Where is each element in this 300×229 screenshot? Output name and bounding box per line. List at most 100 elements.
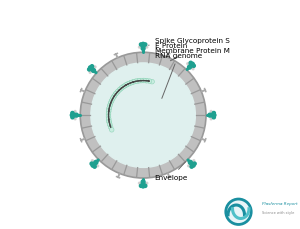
Circle shape bbox=[140, 46, 142, 48]
Circle shape bbox=[122, 85, 126, 89]
Circle shape bbox=[114, 92, 118, 97]
Circle shape bbox=[117, 88, 122, 93]
Circle shape bbox=[213, 114, 216, 117]
Circle shape bbox=[210, 119, 212, 120]
Circle shape bbox=[188, 66, 191, 70]
Circle shape bbox=[106, 118, 111, 122]
Circle shape bbox=[189, 62, 192, 65]
Circle shape bbox=[192, 69, 194, 71]
Circle shape bbox=[145, 79, 149, 84]
Circle shape bbox=[74, 119, 76, 120]
Circle shape bbox=[91, 64, 195, 168]
Text: E Protein: E Protein bbox=[154, 43, 187, 52]
Circle shape bbox=[121, 85, 126, 90]
Circle shape bbox=[141, 79, 146, 83]
Circle shape bbox=[226, 199, 251, 224]
Text: Envelope: Envelope bbox=[154, 162, 188, 180]
Circle shape bbox=[192, 65, 195, 68]
Circle shape bbox=[192, 67, 194, 69]
Circle shape bbox=[71, 116, 74, 119]
Text: Plasferma Report: Plasferma Report bbox=[262, 201, 298, 205]
Circle shape bbox=[111, 96, 115, 101]
Circle shape bbox=[108, 125, 113, 130]
Circle shape bbox=[74, 111, 76, 113]
Circle shape bbox=[110, 128, 114, 133]
Circle shape bbox=[208, 114, 212, 117]
Circle shape bbox=[109, 99, 114, 104]
Circle shape bbox=[80, 53, 206, 178]
Text: RNA genome: RNA genome bbox=[154, 53, 202, 99]
Circle shape bbox=[188, 161, 192, 165]
Circle shape bbox=[193, 160, 195, 162]
Circle shape bbox=[112, 95, 116, 99]
Text: Spike Glycoprotein S: Spike Glycoprotein S bbox=[148, 38, 230, 46]
Circle shape bbox=[107, 106, 112, 111]
Circle shape bbox=[193, 162, 196, 166]
Circle shape bbox=[191, 63, 194, 66]
Circle shape bbox=[90, 65, 94, 69]
Circle shape bbox=[108, 102, 113, 106]
Circle shape bbox=[144, 44, 147, 47]
Circle shape bbox=[88, 67, 92, 70]
Circle shape bbox=[212, 116, 215, 119]
Circle shape bbox=[97, 165, 99, 167]
Circle shape bbox=[139, 79, 144, 83]
Circle shape bbox=[113, 93, 118, 97]
Circle shape bbox=[189, 165, 191, 167]
Circle shape bbox=[106, 114, 111, 119]
Circle shape bbox=[106, 110, 111, 114]
Circle shape bbox=[119, 87, 123, 91]
Circle shape bbox=[211, 117, 213, 119]
Circle shape bbox=[146, 183, 148, 184]
Circle shape bbox=[89, 71, 91, 72]
Circle shape bbox=[188, 64, 190, 65]
Circle shape bbox=[147, 79, 152, 84]
Circle shape bbox=[106, 109, 111, 114]
Circle shape bbox=[73, 112, 75, 114]
Circle shape bbox=[93, 165, 96, 169]
Text: Science with style: Science with style bbox=[262, 210, 295, 214]
Circle shape bbox=[110, 97, 115, 101]
Circle shape bbox=[119, 86, 124, 91]
Circle shape bbox=[142, 185, 145, 188]
Circle shape bbox=[107, 107, 111, 112]
Circle shape bbox=[115, 90, 119, 95]
Circle shape bbox=[106, 115, 111, 120]
Circle shape bbox=[146, 47, 148, 49]
Circle shape bbox=[112, 94, 117, 99]
Circle shape bbox=[131, 80, 136, 85]
Circle shape bbox=[130, 80, 135, 85]
Circle shape bbox=[144, 184, 147, 188]
Circle shape bbox=[110, 99, 114, 103]
Circle shape bbox=[140, 184, 142, 188]
Circle shape bbox=[150, 80, 154, 85]
Circle shape bbox=[92, 160, 93, 162]
Circle shape bbox=[106, 112, 111, 117]
Circle shape bbox=[92, 69, 95, 73]
Circle shape bbox=[212, 112, 215, 115]
Circle shape bbox=[144, 79, 148, 84]
Circle shape bbox=[141, 47, 145, 51]
Circle shape bbox=[90, 162, 93, 166]
Circle shape bbox=[192, 164, 195, 167]
Circle shape bbox=[126, 82, 131, 87]
Circle shape bbox=[107, 122, 112, 127]
Circle shape bbox=[107, 123, 112, 128]
Circle shape bbox=[124, 83, 128, 88]
Circle shape bbox=[107, 120, 112, 125]
Circle shape bbox=[145, 46, 146, 48]
Circle shape bbox=[190, 165, 193, 169]
Circle shape bbox=[94, 161, 98, 165]
Circle shape bbox=[73, 117, 75, 119]
Circle shape bbox=[123, 84, 128, 88]
Circle shape bbox=[107, 104, 112, 108]
Circle shape bbox=[107, 120, 111, 124]
Circle shape bbox=[129, 81, 133, 86]
Circle shape bbox=[71, 112, 74, 115]
Circle shape bbox=[211, 112, 213, 114]
Circle shape bbox=[106, 112, 111, 116]
Circle shape bbox=[92, 162, 93, 164]
Circle shape bbox=[117, 88, 122, 93]
Circle shape bbox=[133, 80, 138, 84]
Circle shape bbox=[136, 79, 141, 84]
